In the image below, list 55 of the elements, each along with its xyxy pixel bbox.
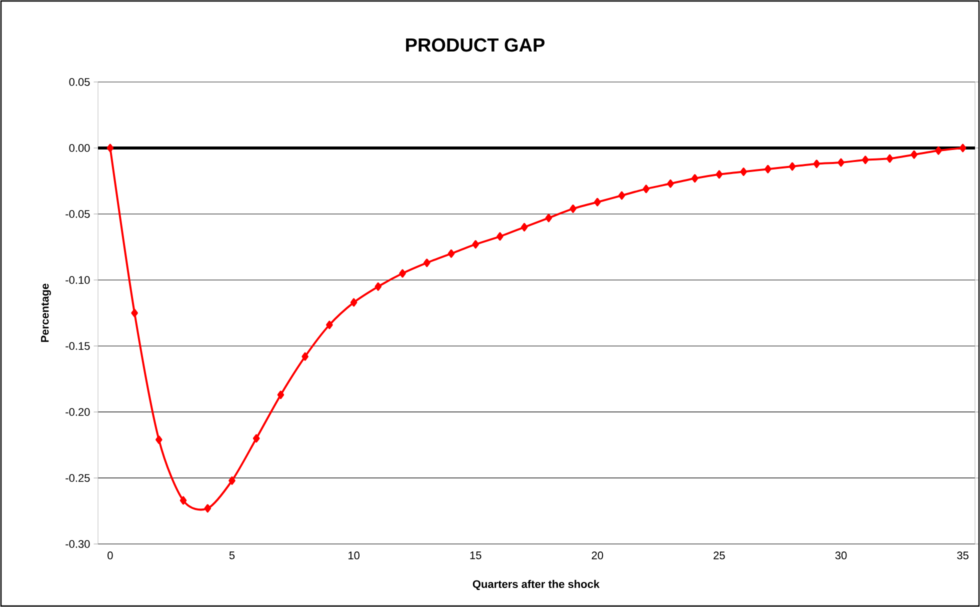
point xyxy=(302,352,308,361)
x-tick-label: 25 xyxy=(714,552,725,560)
point xyxy=(496,232,504,241)
y-tick-label: -0.10 xyxy=(66,276,90,284)
x-axis-title: Quarters after the shock xyxy=(472,580,600,590)
point xyxy=(350,298,358,307)
x-tick-label: 30 xyxy=(835,552,847,560)
point xyxy=(423,258,430,268)
point xyxy=(740,168,747,176)
point xyxy=(277,390,284,400)
x-tick-label: 5 xyxy=(229,552,235,560)
point xyxy=(667,179,674,188)
chart-title: PRODUCT GAP xyxy=(406,38,545,52)
point xyxy=(959,144,966,152)
point xyxy=(642,184,650,194)
y-tick-label: -0.05 xyxy=(66,210,90,218)
point xyxy=(813,160,820,168)
point xyxy=(691,174,698,183)
x-tick-label: 10 xyxy=(348,552,360,560)
point xyxy=(570,204,576,213)
point xyxy=(204,504,212,513)
point xyxy=(886,154,894,163)
point xyxy=(764,164,772,174)
point xyxy=(228,476,236,485)
y-tick-label: 0.00 xyxy=(69,144,90,152)
point xyxy=(399,269,406,278)
point xyxy=(545,214,552,222)
point xyxy=(326,320,333,330)
y-tick-label: -0.15 xyxy=(66,342,90,350)
y-tick-label: -0.20 xyxy=(66,408,90,416)
point xyxy=(448,249,455,258)
x-tick-label: 35 xyxy=(957,552,968,560)
point xyxy=(594,198,601,206)
point xyxy=(862,156,869,164)
point xyxy=(180,496,187,505)
point xyxy=(716,170,723,179)
point xyxy=(520,222,528,232)
point xyxy=(156,436,162,444)
y-axis-title: Percentage xyxy=(41,284,51,342)
point xyxy=(788,162,796,171)
point xyxy=(252,434,260,443)
y-tick-label: -0.30 xyxy=(66,540,90,548)
x-tick-label: 0 xyxy=(108,552,113,560)
point xyxy=(131,308,138,318)
point xyxy=(618,191,626,200)
x-tick-label: 15 xyxy=(470,552,482,560)
point xyxy=(106,144,114,152)
y-tick-label: -0.25 xyxy=(66,474,90,482)
y-tick-label: 0.05 xyxy=(69,78,90,86)
point xyxy=(374,282,382,291)
point xyxy=(935,146,942,155)
x-tick-label: 20 xyxy=(592,552,604,560)
point xyxy=(838,158,844,167)
point xyxy=(472,240,479,249)
point xyxy=(910,150,918,159)
